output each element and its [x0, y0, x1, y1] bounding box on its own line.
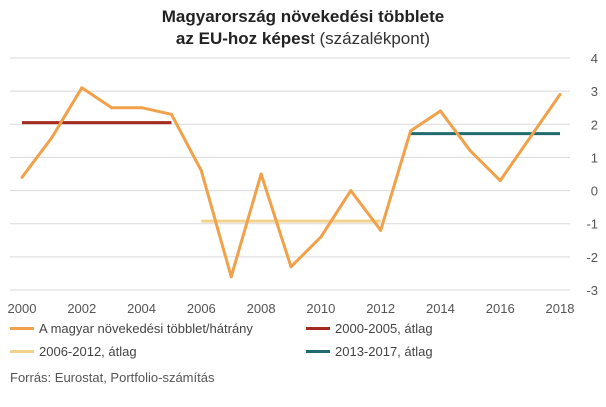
legend-swatch-avg-2006-2012 [10, 350, 34, 353]
legend-label-avg-2000-2005: 2000-2005, átlag [335, 321, 433, 336]
data-point [498, 179, 502, 183]
legend-item-avg-2006-2012: 2006-2012, átlag [10, 344, 137, 359]
data-point [110, 106, 114, 110]
legend-label-avg-2006-2012: 2006-2012, átlag [39, 344, 137, 359]
title-line-2: az EU-hoz képest (százalékpont) [0, 28, 606, 50]
data-point [438, 109, 442, 113]
y-tick-label: 4 [591, 51, 598, 66]
x-tick-label: 2006 [187, 301, 216, 316]
legend-swatch-avg-2000-2005 [306, 327, 330, 330]
legend-swatch-main [10, 327, 34, 330]
y-tick-label: 1 [591, 150, 598, 165]
x-tick-label: 2000 [8, 301, 37, 316]
legend-label-main: A magyar növekedési többlet/hátrány [39, 321, 253, 336]
legend-item-avg-2013-2017: 2013-2017, átlag [306, 344, 433, 359]
data-point [319, 235, 323, 239]
legend-swatch-avg-2013-2017 [306, 350, 330, 353]
y-tick-label: 3 [591, 84, 598, 99]
x-tick-label: 2014 [426, 301, 455, 316]
data-point [558, 92, 562, 96]
title-line-2-regular: t (százalékpont) [310, 29, 431, 48]
data-point [289, 265, 293, 269]
legend-label-avg-2013-2017: 2013-2017, átlag [335, 344, 433, 359]
source-note: Forrás: Eurostat, Portfolio-számítás [10, 370, 215, 385]
data-point [140, 106, 144, 110]
data-point [379, 228, 383, 232]
y-tick-label: -2 [586, 250, 598, 265]
x-tick-label: 2018 [546, 301, 575, 316]
x-tick-label: 2010 [306, 301, 335, 316]
x-tick-label: 2008 [247, 301, 276, 316]
data-point [528, 136, 532, 140]
data-point [409, 129, 413, 133]
legend-item-avg-2000-2005: 2000-2005, átlag [306, 321, 433, 336]
data-point [50, 136, 54, 140]
data-point [169, 112, 173, 116]
y-tick-label: 2 [591, 117, 598, 132]
x-tick-label: 2016 [486, 301, 515, 316]
y-tick-label: -3 [586, 283, 598, 298]
data-point [229, 275, 233, 279]
data-point [468, 149, 472, 153]
data-point [20, 175, 24, 179]
y-tick-label: 0 [591, 184, 598, 199]
legend-item-main-series: A magyar növekedési többlet/hátrány [10, 321, 253, 336]
y-tick-label: -1 [586, 217, 598, 232]
data-point [199, 169, 203, 173]
data-point [349, 189, 353, 193]
series-line-main [20, 86, 562, 279]
x-tick-label: 2002 [67, 301, 96, 316]
title-line-2-bold: az EU-hoz képes [175, 29, 311, 48]
data-point [80, 86, 84, 90]
chart-title: Magyarország növekedési többlete az EU-h… [0, 6, 606, 50]
x-tick-label: 2012 [366, 301, 395, 316]
x-tick-label: 2004 [127, 301, 156, 316]
data-point [259, 172, 263, 176]
title-line-1: Magyarország növekedési többlete [161, 7, 445, 26]
